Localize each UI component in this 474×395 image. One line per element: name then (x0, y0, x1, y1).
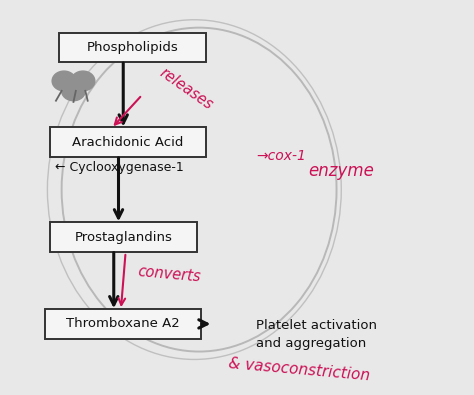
Circle shape (71, 71, 95, 91)
Text: Thromboxane A2: Thromboxane A2 (66, 318, 180, 330)
Text: Phospholipids: Phospholipids (87, 41, 179, 54)
Text: and aggregation: and aggregation (256, 337, 366, 350)
FancyBboxPatch shape (50, 222, 197, 252)
Text: Prostaglandins: Prostaglandins (74, 231, 172, 243)
Text: & vasoconstriction: & vasoconstriction (228, 356, 370, 383)
Text: →cox-1: →cox-1 (256, 149, 306, 163)
Text: Arachidonic Acid: Arachidonic Acid (73, 136, 183, 149)
Text: releases: releases (156, 65, 215, 113)
FancyBboxPatch shape (45, 309, 201, 339)
Text: enzyme: enzyme (308, 162, 374, 180)
Circle shape (52, 71, 76, 91)
Text: ← Cyclooxygenase-1: ← Cyclooxygenase-1 (55, 162, 183, 174)
Text: Platelet activation: Platelet activation (256, 320, 377, 332)
Circle shape (62, 81, 85, 101)
FancyBboxPatch shape (59, 33, 206, 62)
FancyBboxPatch shape (50, 127, 206, 157)
Text: converts: converts (137, 264, 202, 285)
